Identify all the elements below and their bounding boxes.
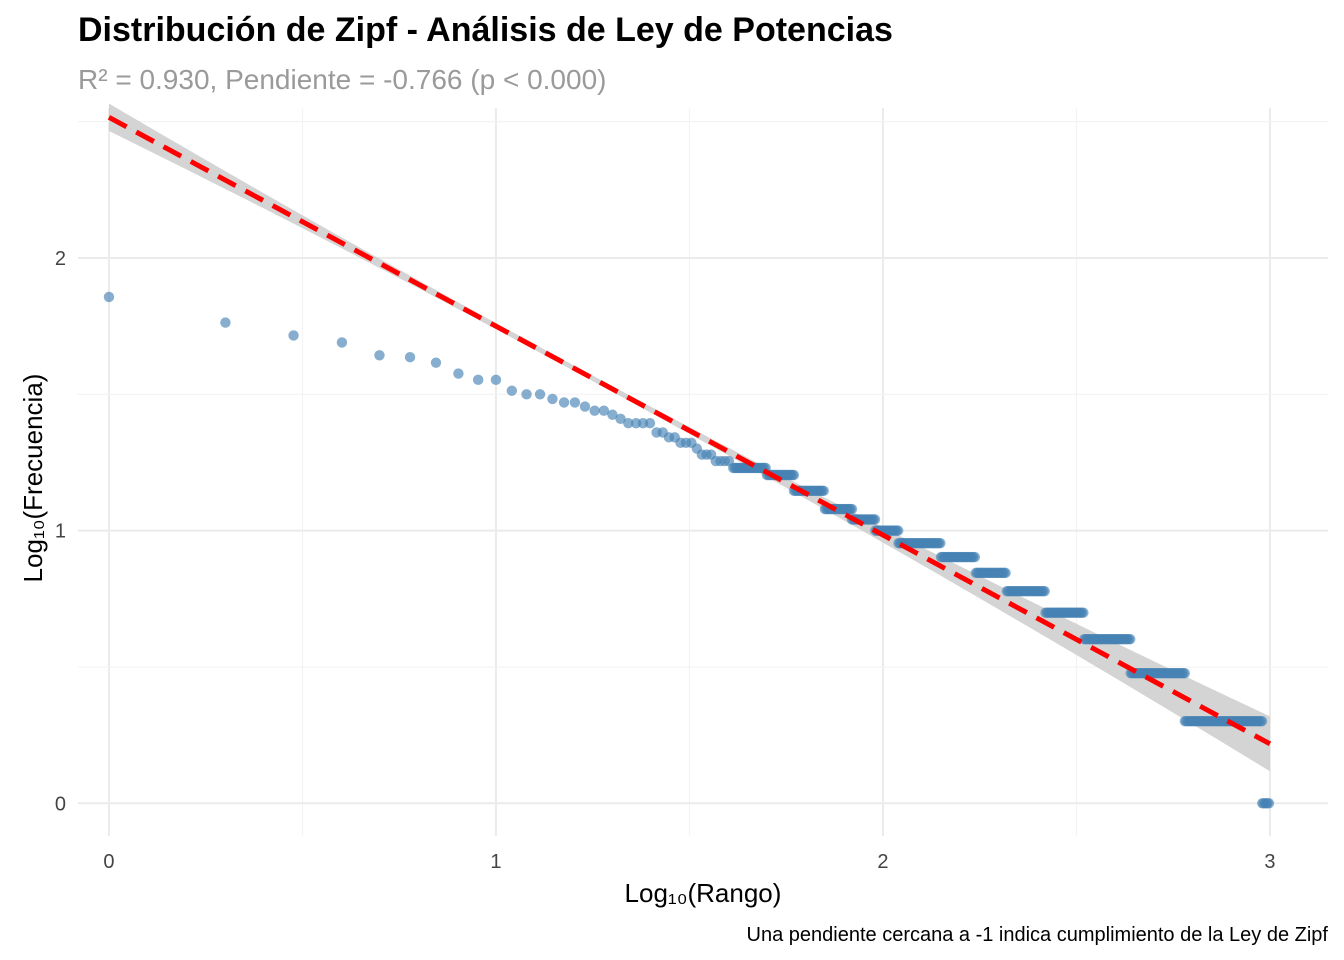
- data-point: [969, 551, 981, 563]
- y-tick-label: 2: [55, 248, 66, 270]
- x-axis-label: Log₁₀(Rango): [625, 878, 782, 908]
- data-point: [869, 514, 881, 525]
- data-point: [521, 389, 532, 400]
- data-point: [1263, 798, 1275, 809]
- data-point: [1078, 607, 1089, 618]
- data-point: [430, 357, 442, 368]
- data-point: [374, 350, 385, 361]
- x-tick-label: 2: [877, 851, 888, 873]
- x-tick-label: 0: [103, 851, 114, 873]
- chart-title: Distribución de Zipf - Análisis de Ley d…: [78, 11, 893, 49]
- data-point: [644, 417, 656, 429]
- data-point: [336, 337, 348, 348]
- data-point: [598, 405, 610, 416]
- chart-subtitle: R² = 0.930, Pendiente = -0.766 (p < 0.00…: [78, 64, 606, 95]
- data-point: [788, 469, 800, 481]
- confidence-band-area: [108, 103, 1270, 772]
- data-point: [506, 385, 518, 396]
- tick-labels: 0 1 2 3 0 1 2: [55, 248, 1276, 873]
- confidence-band: [108, 103, 1270, 772]
- data-point: [846, 503, 858, 515]
- data-point: [935, 537, 946, 549]
- data-point: [404, 352, 416, 363]
- regression-fit-line: [107, 115, 1272, 747]
- data-point: [558, 397, 570, 408]
- data-point: [589, 405, 600, 416]
- data-point: [579, 401, 591, 412]
- x-tick-label: 3: [1264, 851, 1275, 873]
- data-point: [220, 317, 231, 328]
- chart-caption: Una pendiente cercana a -1 indica cumpli…: [747, 924, 1329, 946]
- data-point: [1256, 716, 1268, 727]
- data-point: [534, 389, 546, 400]
- data-point: [1000, 567, 1011, 579]
- data-point: [569, 397, 581, 408]
- data-point: [547, 393, 558, 405]
- data-point: [288, 330, 299, 341]
- data-point: [453, 368, 464, 379]
- data-point: [623, 417, 634, 429]
- data-point: [1125, 633, 1136, 645]
- data-point: [1179, 668, 1191, 679]
- data-point: [893, 525, 904, 536]
- regression-line: [107, 115, 1272, 747]
- y-tick-label: 1: [55, 521, 66, 543]
- data-point: [103, 291, 115, 303]
- y-axis-label: Log₁₀(Frecuencia): [18, 374, 48, 583]
- x-tick-label: 1: [490, 851, 501, 873]
- data-point: [472, 374, 484, 386]
- data-point: [607, 409, 618, 420]
- data-point: [490, 374, 502, 386]
- y-tick-label: 0: [55, 793, 66, 815]
- data-point: [1039, 585, 1050, 597]
- grid: [78, 108, 1328, 836]
- data-point: [818, 485, 829, 497]
- data-point: [615, 413, 626, 425]
